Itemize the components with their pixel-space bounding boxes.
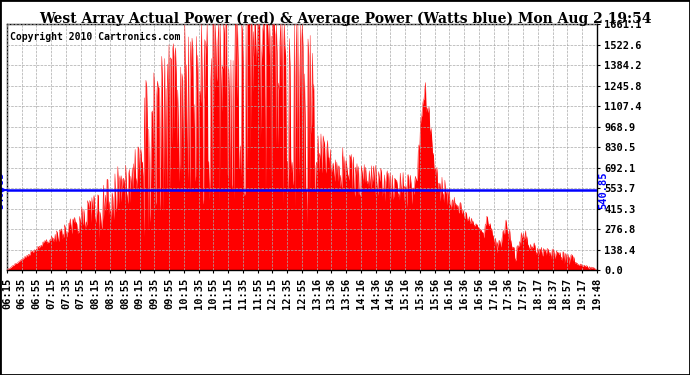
Text: Copyright 2010 Cartronics.com: Copyright 2010 Cartronics.com xyxy=(10,32,180,42)
Text: 540.85: 540.85 xyxy=(0,171,6,209)
Text: 540.85: 540.85 xyxy=(598,171,608,209)
Text: West Array Actual Power (red) & Average Power (Watts blue) Mon Aug 2 19:54: West Array Actual Power (red) & Average … xyxy=(39,11,651,26)
